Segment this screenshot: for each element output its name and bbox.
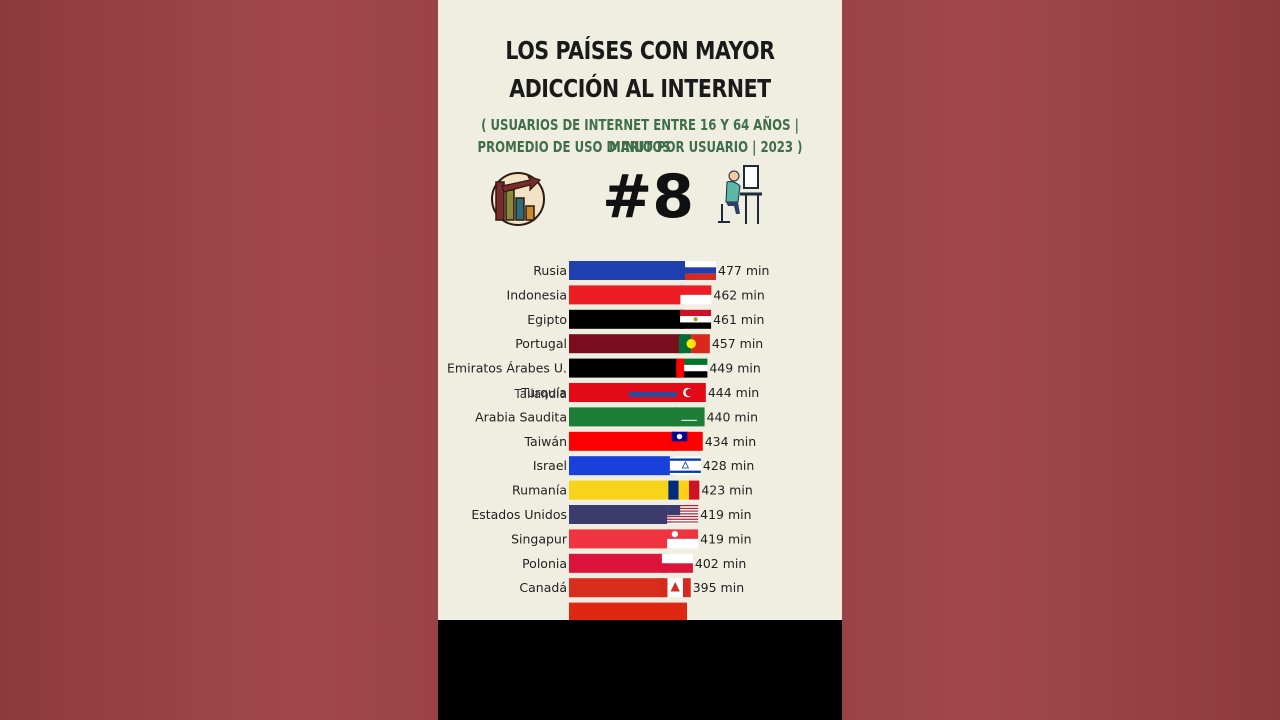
bar [569,480,673,500]
canada-flag-icon [659,578,691,598]
bar-group: Canadá 395 min [519,578,744,598]
singapore-flag-icon [667,529,699,549]
bar [569,358,681,378]
portugal-flag-icon [678,334,710,354]
category-label: Estados Unidos [471,507,567,522]
bar [569,309,685,329]
value-label: 457 min [712,336,763,351]
bar [569,578,664,598]
rank-number: #8 [601,162,695,232]
bar [569,383,679,402]
chart-subtitle-line1: ( USUARIOS DE INTERNET ENTRE 16 Y 64 AÑO… [481,116,799,156]
bar-group: Polonia 402 min [522,553,746,573]
taiwan-flag-icon [671,431,703,451]
category-label: Singapur [511,531,568,546]
video-frame: LOS PAÍSES CON MAYOR ADICCIÓN AL INTERNE… [438,0,842,620]
indonesia-flag-icon [680,285,712,305]
category-label: Portugal [515,336,567,351]
bar [569,334,683,354]
chart-subtitle-line2: PROMEDIO DE USO DIARIO POR USUARIO | 202… [477,138,803,156]
saudi-arabia-flag-icon [673,407,705,427]
bar-group: Estados Unidos 419 min [471,505,752,524]
value-label: 444 min [708,385,759,400]
uae-flag-icon [676,358,708,378]
category-label: Rumanía [512,483,567,498]
category-label: Israel [533,458,567,473]
bar [569,407,678,427]
bar-group: Indonesia 462 min [507,285,765,305]
bar [569,431,676,451]
value-label: 402 min [695,556,746,571]
bar-group: Israel 428 min [533,456,754,476]
category-label: Taiwán [523,434,567,449]
poland-flag-icon [661,553,693,573]
bar-group: Singapur 419 min [511,529,752,549]
value-label: 423 min [701,483,752,498]
value-label: 477 min [718,263,769,278]
bar-group: Rusia 477 min [533,261,769,280]
declining-bar-chart-icon [490,168,546,235]
category-label: Polonia [522,556,567,571]
bar-group: Egipto 461 min [527,309,764,329]
category-label: Indonesia [507,287,567,302]
value-label: 419 min [700,531,751,546]
romania-flag-icon [668,480,700,500]
bar [569,529,672,549]
chart-title-line2: ADICCIÓN AL INTERNET [509,74,771,103]
blurred-background-left [0,0,438,720]
category-label: Emiratos Árabes U. [447,361,567,376]
israel-flag-icon [669,456,701,476]
blurred-background-right [842,0,1280,720]
bar [569,505,672,524]
value-label: 434 min [705,434,756,449]
bar-group: Portugal 457 min [515,334,763,354]
partial-bar [569,602,687,620]
bar [569,456,674,476]
category-label: Egipto [527,312,567,327]
bar [569,602,687,620]
bar [569,261,689,280]
category-label: Canadá [519,580,567,595]
overlapping-bar [629,392,677,397]
value-label: 462 min [713,287,764,302]
value-label: 428 min [703,458,754,473]
bar-group: Taiwán 434 min [523,431,756,451]
russia-flag-icon [685,261,716,280]
video-bottom-bar [438,620,842,720]
bar [569,285,685,305]
usa-flag-icon [667,505,699,524]
turkey-flag-icon [674,383,706,402]
egypt-flag-icon [680,309,712,329]
bar-group: Emiratos Árabes U. 449 min [447,358,761,378]
bar-chart: Rusia 477 min Indonesia 462 min Egipto 461 mi… [447,261,769,620]
bar-group: Rumanía 423 min [512,480,753,500]
bar-group: Arabia Saudita 440 min [475,407,758,427]
value-label: 419 min [700,507,751,522]
category-label: Rusia [533,263,567,278]
value-label: 461 min [713,312,764,327]
value-label: 449 min [709,361,760,376]
bar-group: Turquía 444 min [520,383,759,402]
overlapping-category-label: Tailandia [513,387,567,401]
value-label: 395 min [693,580,744,595]
chart-title-line1: LOS PAÍSES CON MAYOR [505,36,775,65]
category-label: Arabia Saudita [475,409,567,424]
bar [569,553,666,573]
person-at-computer-icon [716,162,766,233]
value-label: 440 min [707,409,758,424]
category-label: Turquía [520,385,567,400]
